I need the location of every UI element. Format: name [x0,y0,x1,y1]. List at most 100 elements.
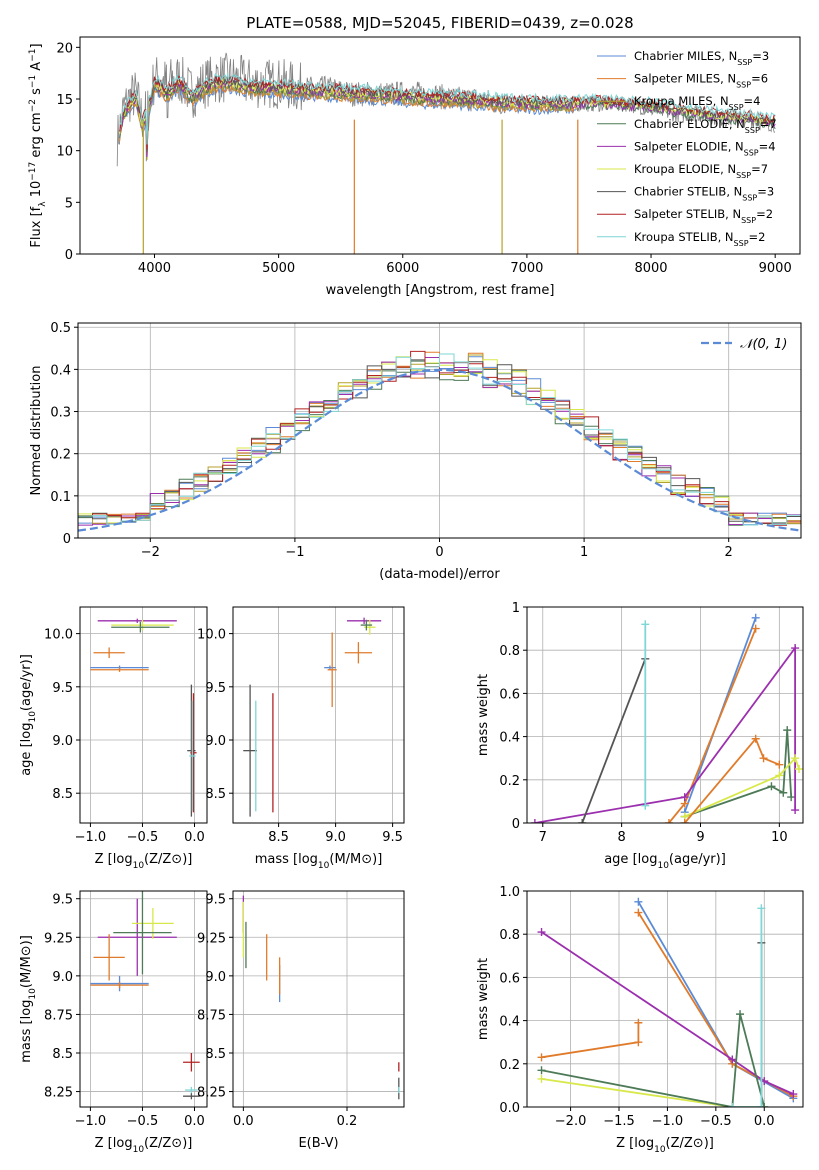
mass-weight-marker [537,1053,546,1062]
mass-weight-marker [791,754,800,763]
mass-weight-marker [641,801,650,810]
x-tick-label: 0.0 [754,1114,775,1129]
y-axis-label: Normed distribution [29,366,44,496]
errorbar-point [132,907,174,939]
mass-weight-marker [680,793,689,802]
gridlines [80,891,207,1107]
y-axis-label: mass [log10(M/M⊙)] [19,935,38,1063]
mass-weight-marker [537,1074,546,1083]
x-tick-label: 2 [725,545,733,560]
plot-area-residuals [78,350,801,532]
x-tick-label: −1 [285,545,304,560]
y-axis-label: Flux [fλ 10−17 erg cm−2 s−1 A−1] [28,43,48,247]
y-tick-label: 0.6 [499,971,520,986]
y-tick-label: 15 [56,93,73,108]
x-tick-label: 9.0 [325,830,346,845]
y-tick-label: 9.5 [205,681,226,696]
normal-curve [78,368,801,532]
mass-weight-marker [791,806,800,815]
x-tick-label: 10 [771,830,788,845]
mass-weight-marker [789,1090,798,1099]
x-tick-label: 5000 [262,261,295,276]
mass-weight-line [541,1022,640,1059]
mass-weight-line [541,1013,766,1107]
x-tick-label: 0.0 [184,830,205,845]
axes-frame [79,890,208,1108]
y-tick-label: 9.0 [52,734,73,749]
model-spectrum-line [119,76,776,151]
y-tick-label: 0.2 [499,774,520,789]
x-tick-label: 0.2 [337,1114,358,1129]
x-tick-label: −1.0 [652,1114,684,1129]
y-tick-label: 9.0 [205,734,226,749]
mass-weight-marker [751,734,760,743]
x-axis-label: (data-model)/error [379,567,500,582]
mass-weight-marker [759,754,768,763]
mass-weight-marker [634,1038,643,1047]
axes-frame [79,606,208,824]
legend-label: Salpeter STELIB, NSSP=2 [634,207,773,225]
residual-histogram [78,353,801,526]
mass-weight-marker [530,819,539,823]
x-tick-label: 9 [696,830,704,845]
y-tick-label: 8.25 [44,1086,73,1101]
axes-frame [79,36,801,255]
y-tick-label: 9.25 [197,931,226,946]
x-tick-label: 8.5 [268,830,289,845]
mass-weight-marker [728,1103,737,1107]
panel-mass_vs_ebv: 0.0 0.2 8.25 8.5 8.75 9.0 9.25 9.5 E(B-V) [197,890,405,1151]
gridlines [233,607,404,823]
mass-weight-line [540,931,794,1095]
y-tick-label: 10 [56,145,73,160]
mass-weight-marker [767,782,776,791]
x-tick-label: 0.0 [233,1114,254,1129]
errorbar-point [185,1086,198,1094]
axes-frame [232,890,405,1108]
panel-mass_vs_Z: −1.0 −0.5 0.0 8.25 8.5 8.75 9.0 9.25 9.5 Z [log10… [19,890,208,1155]
y-tick-label: 9.0 [52,970,73,985]
x-tick-label: 0 [435,545,443,560]
y-tick-label: 8.5 [52,787,73,802]
mass-weight-marker [775,760,784,769]
errorbar-point [344,642,373,664]
errorbar-point [93,647,125,659]
errorbar-point [97,898,177,976]
plot-area-age_vs_mass [243,617,382,817]
panel-age_vs_mass: 8.5 9.0 9.5 8.5 9.0 9.5 10.0 mass [log10(M/M⊙)] [197,606,405,871]
y-tick-label: 0 [63,532,71,547]
x-tick-label: 1 [580,545,588,560]
mass-weight-marker [775,771,784,780]
y-tick-label: 0.8 [499,644,520,659]
mass-weight-marker [791,644,800,653]
mass-weight-marker [680,819,689,823]
mass-weight-marker [578,819,587,823]
x-tick-label: −2.0 [555,1114,587,1129]
legend-label: Kroupa STELIB, NSSP=2 [634,230,765,248]
errorbar-point [243,684,257,817]
x-axis-label: age [log10(age/yr)] [604,852,726,871]
mass-weight-marker [728,1055,737,1064]
mass-weight-marker [537,928,546,937]
y-axis-label: age [log10(age/yr)] [19,654,38,776]
panel-age_vs_Z: −1.0 −0.5 0.0 8.5 9.0 9.5 10.0 Z [log10(Z/Z⊙)] a… [19,606,208,871]
mass-weight-marker [664,819,673,823]
x-tick-label: 7000 [510,261,543,276]
errorbar-point [347,617,382,625]
errorbar-point [90,982,149,989]
y-tick-label: 8.5 [52,1047,73,1062]
x-axis-label: wavelength [Angstrom, rest frame] [326,283,555,298]
panel-weight_vs_age: 7 8 9 10 0 0.2 0.4 0.6 0.8 1 age [log10(age/yr)] ma… [476,601,804,871]
panel-residuals: −2 −1 0 1 2 0 0.1 0.2 0.3 0.4 0.5 (data-model)/erro… [29,321,802,582]
y-tick-label: 8.5 [205,1047,226,1062]
legend-label: Kroupa ELODIE, NSSP=7 [634,162,768,180]
mass-weight-line [534,645,796,823]
x-tick-label: 9000 [759,261,792,276]
mass-weight-marker [757,1103,766,1107]
legend-label: Kroupa MILES, NSSP=4 [634,94,760,112]
errorbar-point [183,1053,200,1072]
errorbar-point [187,684,196,817]
x-axis-label: Z [log10(Z/Z⊙)] [95,852,193,871]
model-spectrum-line [119,72,776,145]
mass-weight-marker [736,1010,745,1019]
